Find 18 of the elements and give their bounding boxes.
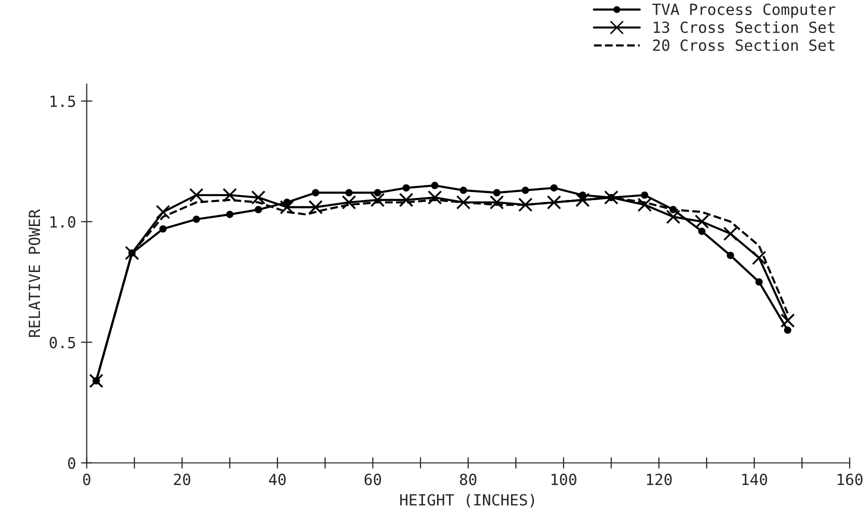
y-tick-label: 0: [68, 457, 76, 469]
x-axis-title: HEIGHT (INCHES): [400, 494, 534, 508]
x-tick-label: 60: [364, 474, 382, 486]
x-tick-label: 20: [174, 474, 190, 486]
x-tick-label: 160: [838, 474, 862, 486]
legend-label: TVA Process Computer: [652, 4, 836, 18]
legend-label: 13 Cross Section Set: [654, 21, 834, 34]
x-tick-label: 100: [552, 474, 576, 486]
y-tick-label: 0.5: [50, 336, 76, 348]
y-axis-title: RELATIVE POWER: [28, 209, 40, 337]
legend-label: 20 Cross Section Set: [653, 39, 834, 51]
x-tick-label: 140: [742, 474, 768, 486]
y-tick-label: 1.0: [50, 216, 76, 228]
y-tick-label: 1.5: [50, 96, 76, 108]
x-tick-label: 120: [646, 474, 672, 486]
x-tick-label: 40: [269, 474, 286, 486]
x-tick-label: 0: [83, 474, 90, 486]
x-tick-label: 80: [460, 474, 476, 486]
